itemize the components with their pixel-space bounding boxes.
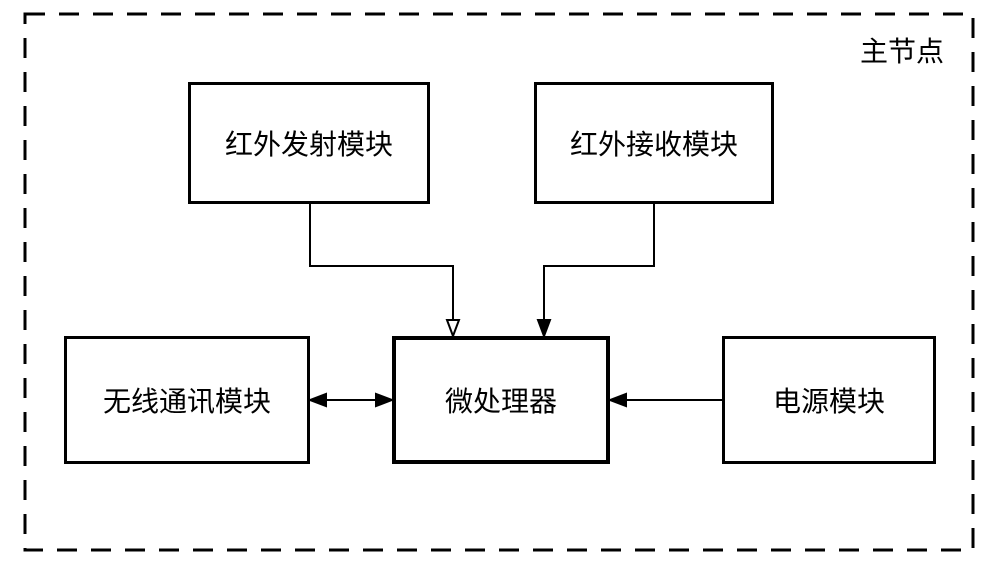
- node-mcu-label: 微处理器: [445, 380, 557, 420]
- main-node-container: [25, 14, 973, 550]
- node-wireless: 无线通讯模块: [64, 336, 310, 464]
- node-ir-emit: 红外发射模块: [188, 82, 430, 204]
- node-power: 电源模块: [722, 336, 936, 464]
- node-ir-recv: 红外接收模块: [534, 82, 774, 204]
- node-ir-emit-label: 红外发射模块: [225, 123, 393, 163]
- node-ir-recv-label: 红外接收模块: [570, 123, 738, 163]
- node-mcu: 微处理器: [392, 336, 610, 464]
- node-wireless-label: 无线通讯模块: [103, 380, 271, 420]
- container-title: 主节点: [860, 30, 944, 70]
- node-power-label: 电源模块: [773, 380, 885, 420]
